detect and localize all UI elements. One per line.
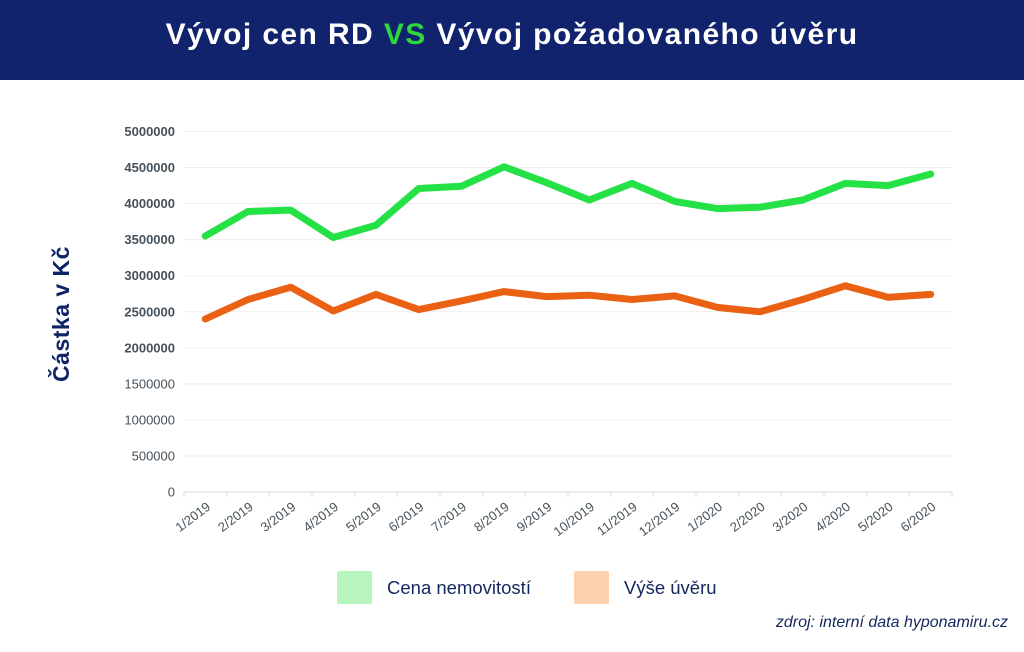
y-tick-label: 2000000 <box>124 340 175 355</box>
legend-swatch-vyse-uveru <box>574 571 609 604</box>
x-axis-tick-labels: 1/2019 2/2019 3/2019 4/2019 5/2019 6/2019 7/20… <box>172 499 938 539</box>
series-line-cena-nemovitosti <box>201 163 935 241</box>
x-tick-label: 1/2020 <box>684 499 725 535</box>
y-tick-label: 5000000 <box>124 124 175 139</box>
x-tick-label: 12/2019 <box>636 499 683 539</box>
y-tick-label: 1500000 <box>124 376 175 391</box>
x-tick-label: 3/2020 <box>770 499 811 535</box>
chart-title-prefix: Vývoj cen RD <box>165 18 384 51</box>
x-tick-label: 6/2019 <box>386 499 427 535</box>
x-tick-label: 6/2020 <box>898 499 939 535</box>
y-axis-title: Částka v Kč <box>47 246 74 382</box>
y-tick-label: 4500000 <box>124 160 175 175</box>
x-tick-label: 1/2019 <box>172 499 213 535</box>
x-tick-label: 11/2019 <box>594 499 640 539</box>
x-tick-label: 5/2020 <box>855 499 896 535</box>
header-banner: Vývoj cen RD VS Vývoj požadovaného úvěru <box>0 0 1024 80</box>
x-tick-label: 4/2019 <box>300 499 341 535</box>
x-tick-label: 10/2019 <box>551 499 598 539</box>
y-tick-label: 2500000 <box>124 304 175 319</box>
y-tick-label: 4000000 <box>124 196 175 211</box>
legend-label-cena-nemovitosti: Cena nemovitostí <box>387 576 531 598</box>
legend-swatch-cena-nemovitosti <box>337 571 372 604</box>
legend-item-cena-nemovitosti: Cena nemovitostí <box>337 571 531 604</box>
x-tick-label: 2/2019 <box>215 499 256 535</box>
legend-item-vyse-uveru: Výše úvěru <box>574 571 717 604</box>
x-axis-ticks <box>183 492 953 497</box>
gridlines <box>184 131 952 493</box>
y-tick-label: 500000 <box>132 448 175 463</box>
x-tick-label: 4/2020 <box>812 499 853 535</box>
y-tick-label: 3000000 <box>124 268 175 283</box>
chart-title-suffix: Vývoj požadovaného úvěru <box>426 18 859 51</box>
x-tick-label: 8/2019 <box>471 499 512 535</box>
source-note: zdroj: interní data hyponamiru.cz <box>775 614 1008 631</box>
x-tick-label: 9/2019 <box>514 499 555 535</box>
chart-title-vs: VS <box>383 18 427 51</box>
x-tick-label: 5/2019 <box>343 499 384 535</box>
y-axis-tick-labels: 0 500000 1000000 1500000 2000000 2500000 30000… <box>124 124 175 500</box>
chart-title: Vývoj cen RD VS Vývoj požadovaného úvěru <box>0 18 1024 52</box>
y-tick-label: 3500000 <box>124 232 175 247</box>
series-line-vyse-uveru <box>201 282 935 323</box>
legend-label-vyse-uveru: Výše úvěru <box>624 576 717 598</box>
x-tick-label: 3/2019 <box>258 499 299 535</box>
x-tick-label: 2/2020 <box>727 499 768 535</box>
y-tick-label: 0 <box>168 485 175 500</box>
y-tick-label: 1000000 <box>124 412 175 427</box>
x-tick-label: 7/2019 <box>428 499 469 535</box>
